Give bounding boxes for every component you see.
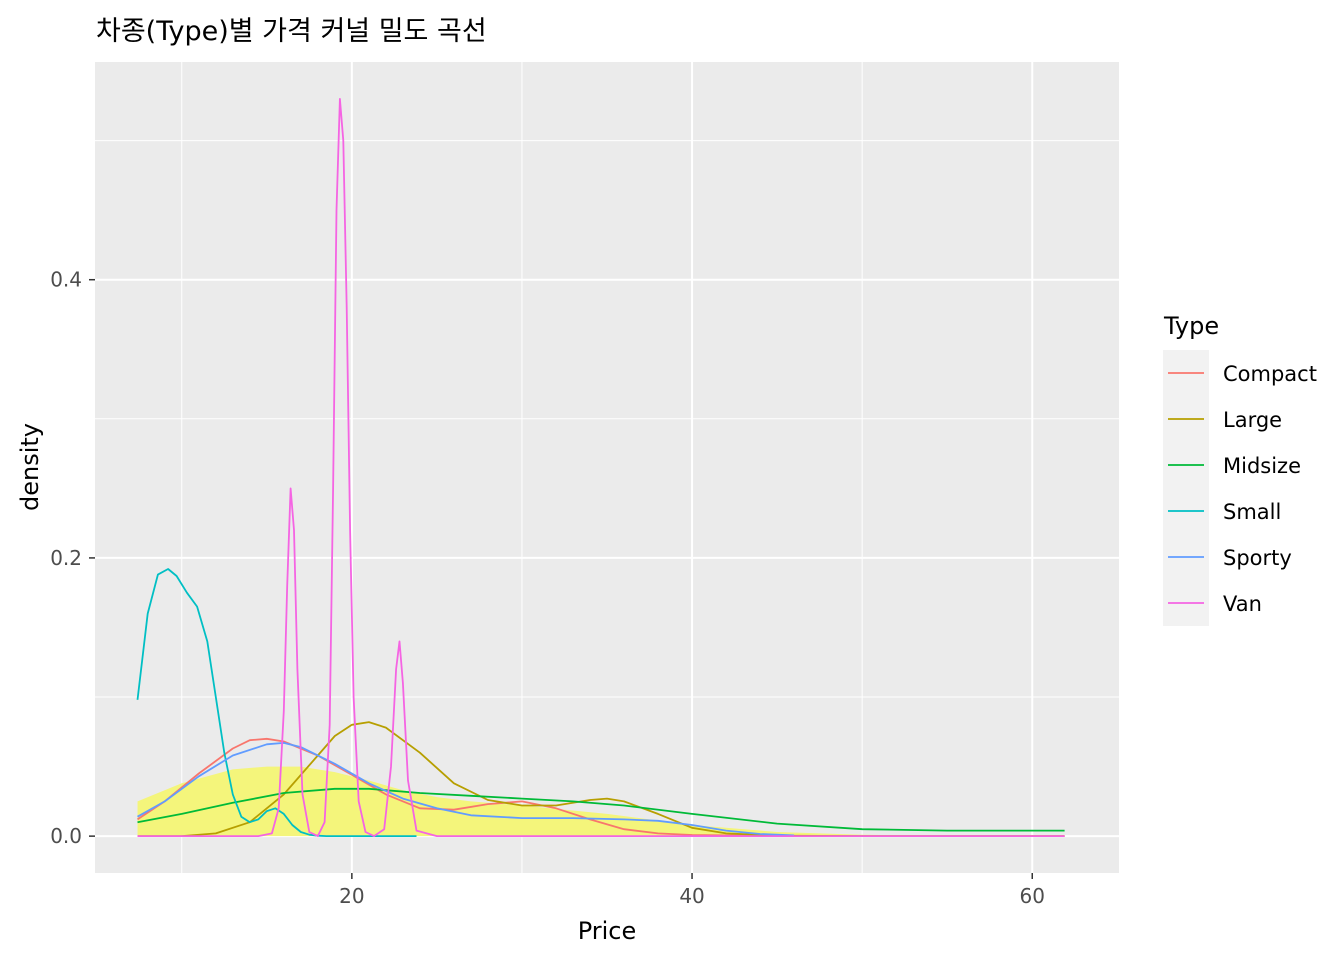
x-tick-label: 20	[339, 884, 364, 908]
series-line-large	[137, 721, 1065, 837]
x-tick-label: 40	[679, 884, 704, 908]
legend-label-large: Large	[1223, 408, 1282, 432]
y-tick-label: 0.0	[50, 824, 82, 848]
y-tick-label: 0.4	[50, 268, 82, 292]
legend-label-midsize: Midsize	[1223, 454, 1301, 478]
y-axis-title: density	[16, 423, 44, 511]
x-axis: 20 40 60	[339, 873, 1045, 908]
y-axis: 0.0 0.2 0.4	[50, 268, 95, 848]
plot-panel	[95, 62, 1119, 873]
legend: Compact Large Midsize Small Sporty Van	[1163, 350, 1317, 626]
legend-label-van: Van	[1223, 592, 1262, 616]
legend-label-sporty: Sporty	[1223, 546, 1292, 570]
series-line-sporty	[137, 742, 795, 837]
x-axis-title: Price	[578, 917, 637, 945]
legend-key-background	[1163, 350, 1209, 626]
chart-title: 차종(Type)별 가격 커널 밀도 곡선	[96, 16, 487, 47]
x-tick-label: 60	[1020, 884, 1045, 908]
legend-title: Type	[1163, 312, 1219, 340]
series-line-small	[136, 568, 417, 837]
legend-label-small: Small	[1223, 500, 1281, 524]
series-line-midsize	[137, 787, 1065, 832]
legend-label-compact: Compact	[1223, 362, 1317, 386]
density-lines	[136, 98, 1065, 837]
y-tick-label: 0.2	[50, 546, 82, 570]
series-line-van	[137, 98, 1065, 837]
